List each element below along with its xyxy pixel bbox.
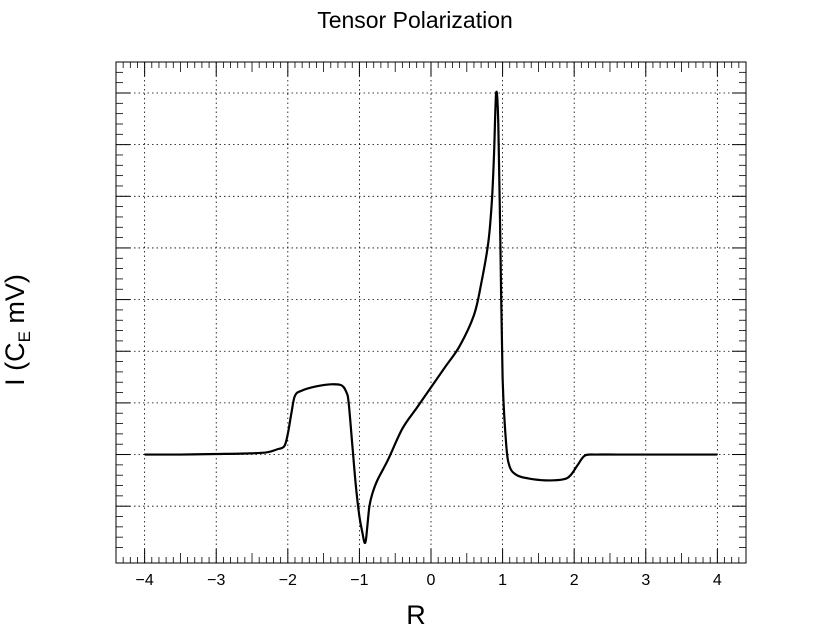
y-axis-label-subscript: E [15,331,34,342]
plot-frame [115,61,747,564]
x-tick-label: 3 [641,572,650,589]
axis-ticks: −4 −3 −2 −1 0 1 2 3 4 [115,61,747,589]
series-layer [144,90,718,545]
x-tick-label: −2 [279,572,297,589]
series-line [144,90,718,545]
x-tick-label: −1 [350,572,368,589]
x-tick-label: 4 [713,572,722,589]
x-tick-label: −4 [136,572,154,589]
x-tick-label: 0 [427,572,436,589]
grid [116,62,746,563]
x-tick-label: 1 [498,572,507,589]
x-axis-label: R [406,600,426,627]
y-axis-label: I (CE mV) [0,274,34,386]
x-tick-label: 2 [570,572,579,589]
x-tick-label: −3 [207,572,225,589]
y-axis-label-main: I (C [0,342,30,386]
chart-title: Tensor Polarization [317,7,513,33]
y-axis-label-suffix: mV) [0,274,30,331]
